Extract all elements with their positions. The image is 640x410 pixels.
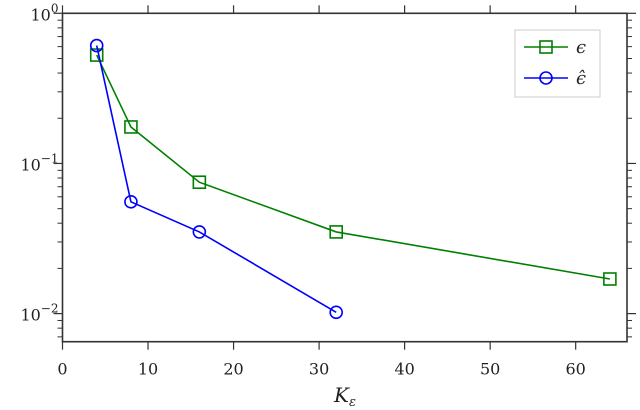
x-tick-label: 40	[394, 360, 414, 379]
y-tick-base: 10	[20, 155, 40, 174]
series-layer	[89, 38, 617, 320]
y-tick-label: 10−1	[20, 151, 58, 174]
x-tick-label: 10	[138, 360, 158, 379]
x-tick-label: 60	[566, 360, 586, 379]
data-point-0-3	[329, 225, 343, 239]
x-tick-label: 30	[309, 360, 329, 379]
series-line-0	[95, 54, 611, 280]
legend-marker-1	[539, 71, 553, 85]
data-point-1-3	[329, 305, 343, 320]
y-tick-label: 10−2	[20, 302, 58, 325]
legend-box	[514, 29, 601, 98]
data-point-0-1	[124, 120, 138, 134]
x-tick-label: 20	[223, 360, 243, 379]
y-tick-base: 10	[20, 306, 40, 325]
x-axis-label: Kε	[333, 383, 356, 410]
data-point-1-1	[124, 195, 138, 209]
plot-frame	[61, 12, 628, 343]
legend-marker-0	[539, 40, 553, 54]
y-tick-exponent: −1	[41, 151, 59, 165]
series-line-1	[95, 45, 337, 314]
legend-label-1: ϵ̂	[576, 68, 586, 89]
data-point-0-4	[603, 272, 617, 286]
x-tick-label: 50	[480, 360, 500, 379]
data-point-0-2	[192, 175, 207, 190]
x-tick-label: 0	[57, 360, 67, 379]
legend-label-0: ϵ	[576, 37, 586, 58]
data-point-1-2	[192, 225, 207, 239]
y-tick-exponent: 0	[51, 1, 59, 15]
data-point-1-0	[89, 38, 104, 53]
legend: ϵ ϵ̂	[514, 29, 601, 98]
y-tick-label: 100	[31, 1, 59, 24]
y-tick-base: 10	[31, 5, 51, 24]
y-tick-exponent: −2	[41, 302, 59, 316]
